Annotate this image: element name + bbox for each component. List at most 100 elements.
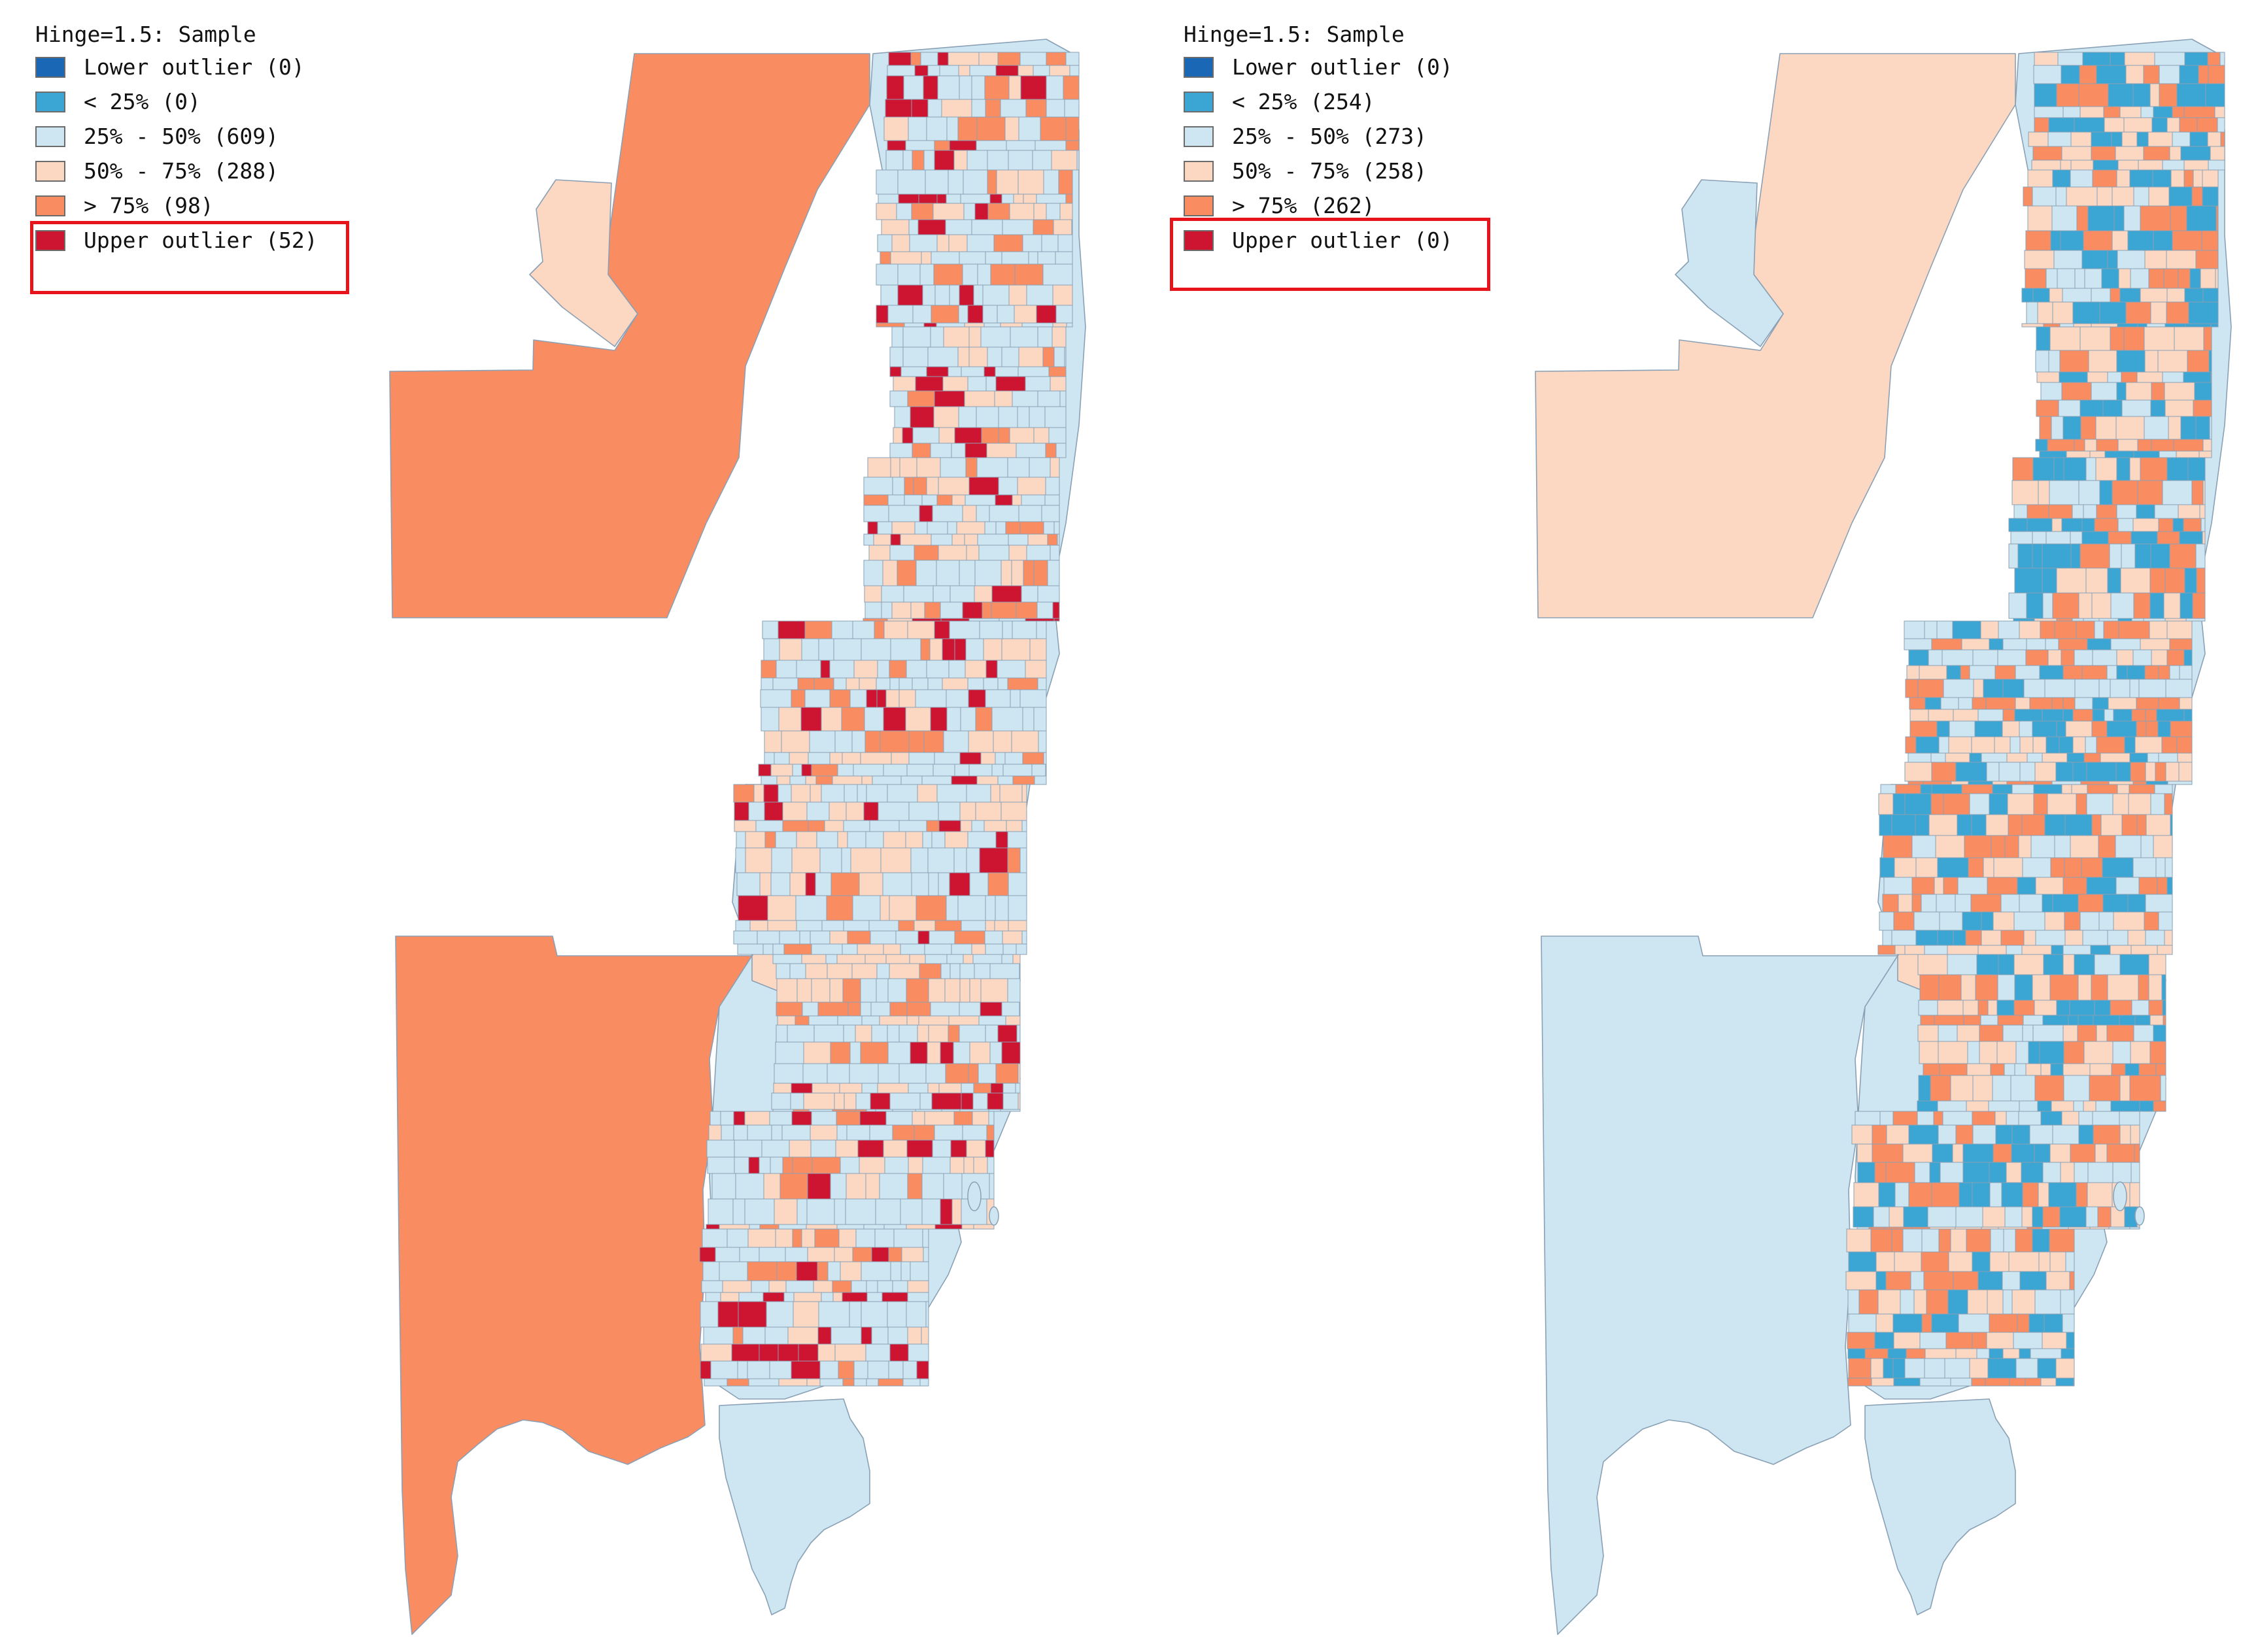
- census-tract: [2136, 720, 2147, 737]
- census-tract: [2158, 665, 2170, 680]
- census-tract: [772, 677, 798, 690]
- legend-item-lower-outlier: Lower outlier (0): [35, 50, 402, 84]
- census-tract: [900, 533, 932, 546]
- census-tract: [865, 831, 884, 849]
- census-tract: [985, 99, 1001, 118]
- census-tract: [2179, 697, 2193, 710]
- census-tract: [907, 1280, 929, 1293]
- census-tract: [2066, 450, 2091, 458]
- census-tract: [774, 1063, 804, 1084]
- census-tract: [881, 1292, 908, 1302]
- census-tract: [801, 638, 819, 661]
- census-tract: [972, 1111, 989, 1126]
- census-tract: [907, 390, 935, 407]
- census-tract: [1008, 895, 1027, 921]
- census-tract: [2208, 350, 2212, 373]
- census-tract: [744, 1198, 775, 1225]
- census-tract: [924, 601, 941, 619]
- census-tract: [2013, 954, 2044, 975]
- census-tract: [2124, 736, 2136, 754]
- census-tract: [825, 954, 838, 964]
- census-tract: [1955, 894, 1972, 913]
- census-tract: [863, 494, 889, 506]
- census-tract: [767, 895, 796, 921]
- census-tract: [1895, 784, 1921, 794]
- census-tract: [2154, 52, 2185, 66]
- census-tract: [2155, 762, 2166, 782]
- census-tract: [978, 1063, 997, 1084]
- west-region-south: [395, 936, 753, 1635]
- census-tract: [931, 533, 953, 546]
- census-tract: [881, 585, 904, 603]
- census-tract: [889, 390, 908, 407]
- census-tract: [777, 1015, 796, 1026]
- census-tract: [706, 1139, 735, 1158]
- census-tract: [843, 920, 870, 932]
- census-tract: [2073, 323, 2092, 328]
- census-tract: [820, 660, 830, 679]
- census-tract: [764, 752, 775, 765]
- census-tract: [986, 1124, 995, 1141]
- census-tract: [863, 1224, 885, 1230]
- census-tract: [2027, 518, 2053, 532]
- census-tract: [1057, 533, 1060, 546]
- census-tract: [1981, 930, 2002, 946]
- census-tract: [2008, 518, 2028, 532]
- census-tract: [991, 585, 1022, 603]
- census-tract: [776, 775, 791, 785]
- census-tract: [900, 943, 925, 955]
- census-tract: [1021, 585, 1038, 603]
- census-tract: [2019, 736, 2034, 754]
- census-tract: [2219, 52, 2225, 66]
- census-tract: [1006, 820, 1023, 832]
- census-tract: [1931, 762, 1957, 782]
- census-tract: [967, 234, 995, 252]
- census-tract: [1033, 65, 1050, 76]
- census-tract: [2183, 106, 2215, 118]
- census-tract: [2032, 146, 2062, 161]
- census-tract: [834, 1092, 845, 1110]
- census-tract: [2121, 543, 2136, 569]
- census-tract: [1848, 1251, 1877, 1272]
- census-tract: [1907, 781, 1924, 785]
- census-tract: [2074, 954, 2095, 975]
- census-tract: [2010, 736, 2021, 754]
- census-tract: [967, 305, 984, 324]
- census-tract: [991, 707, 1023, 732]
- census-tract: [1858, 1289, 1879, 1315]
- census-tract: [2130, 1124, 2140, 1145]
- census-tract: [1910, 1271, 1925, 1290]
- census-tract: [2094, 518, 2119, 532]
- census-tract: [702, 1261, 720, 1281]
- census-tract: [864, 707, 884, 732]
- census-tract: [876, 978, 889, 1003]
- census-tract: [932, 1139, 951, 1158]
- census-tract: [2000, 930, 2025, 946]
- census-tract: [808, 1015, 838, 1026]
- census-tract: [808, 752, 830, 765]
- census-tract: [766, 1301, 794, 1328]
- census-tract: [914, 521, 928, 535]
- census-tract: [2129, 457, 2141, 481]
- census-tract: [802, 1002, 819, 1017]
- census-tract: [2032, 186, 2057, 207]
- census-tract: [1018, 1092, 1021, 1110]
- census-tract: [978, 52, 999, 66]
- census-tract: [1892, 1313, 1923, 1333]
- census-tract: [2027, 752, 2043, 763]
- census-tract: [889, 1092, 921, 1110]
- census-tract: [898, 820, 927, 832]
- census-tract: [906, 1301, 927, 1328]
- census-tract: [2095, 1143, 2108, 1163]
- census-tract: [720, 1111, 734, 1126]
- census-tract: [1016, 943, 1027, 955]
- census-tract: [2058, 399, 2081, 417]
- census-tract: [2200, 518, 2206, 532]
- census-tract: [2202, 288, 2219, 303]
- census-tract: [914, 65, 929, 76]
- census-tract: [907, 1173, 923, 1200]
- census-tract: [974, 203, 989, 220]
- census-tract: [1980, 620, 1999, 639]
- census-tract: [1905, 736, 1917, 754]
- census-tract: [1022, 752, 1044, 765]
